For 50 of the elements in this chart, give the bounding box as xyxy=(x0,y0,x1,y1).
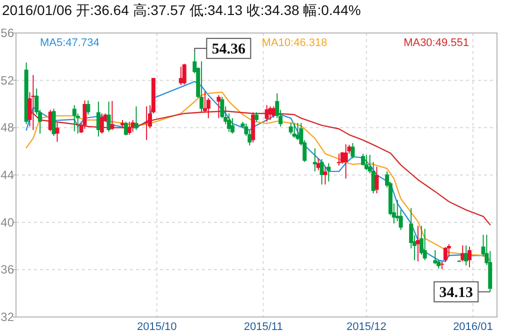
candlestick xyxy=(230,118,234,134)
candlestick xyxy=(344,144,348,180)
candlestick xyxy=(82,100,87,130)
candlestick xyxy=(323,166,328,185)
candlestick xyxy=(100,112,104,134)
candlestick xyxy=(312,148,317,172)
candlestick xyxy=(374,166,379,194)
candlestick xyxy=(86,100,90,116)
x-tick-label: 2015/11 xyxy=(244,321,283,333)
candlestick xyxy=(316,158,320,171)
candlestick xyxy=(178,66,183,86)
candlestick xyxy=(326,162,331,182)
candlestick xyxy=(464,244,468,266)
candlestick xyxy=(127,121,132,136)
candlestick xyxy=(182,63,186,85)
candlestick xyxy=(124,121,128,136)
candlestick xyxy=(200,60,204,113)
candlestick xyxy=(106,101,111,132)
text: MA30:49.551 xyxy=(404,37,469,49)
y-tick-label: 32 xyxy=(0,310,14,324)
y-tick-label: 48 xyxy=(0,120,14,135)
y-tick-label: 56 xyxy=(0,26,14,40)
candlestick xyxy=(288,122,293,135)
candlestick xyxy=(422,228,427,261)
x-tick-label: 2015/12 xyxy=(346,321,386,333)
candlestick xyxy=(320,158,324,185)
candlestick xyxy=(272,106,276,118)
candlestick xyxy=(468,246,472,268)
y-tick-label: 36 xyxy=(0,262,14,277)
y-tick-label: 52 xyxy=(0,73,14,88)
x-tick-label: 2015/10 xyxy=(136,321,177,333)
text: MA10:46.318 xyxy=(262,37,328,49)
chart-title: 2016/01/06 开:36.64 高:37.57 低:34.13 收:34.38 幅:0.44% xyxy=(2,2,361,18)
candlestick xyxy=(433,250,438,265)
x-tick-label: 2016/01 xyxy=(453,321,493,333)
candlestick xyxy=(443,246,448,262)
y-tick-label: 44 xyxy=(0,168,14,182)
candlestick xyxy=(254,112,258,122)
y-tick-label: 40 xyxy=(0,215,14,230)
candlestick xyxy=(110,100,114,131)
candlestick xyxy=(72,104,76,132)
candlestick xyxy=(52,108,56,136)
candlestick xyxy=(55,122,60,142)
text: MA5:47.734 xyxy=(40,37,100,49)
candlestick xyxy=(350,142,355,159)
candlestick xyxy=(361,153,366,166)
annotation: 54.36 xyxy=(212,41,246,58)
annotation: 34.13 xyxy=(439,284,474,301)
candlestick xyxy=(31,74,36,131)
candlestick xyxy=(134,106,138,131)
